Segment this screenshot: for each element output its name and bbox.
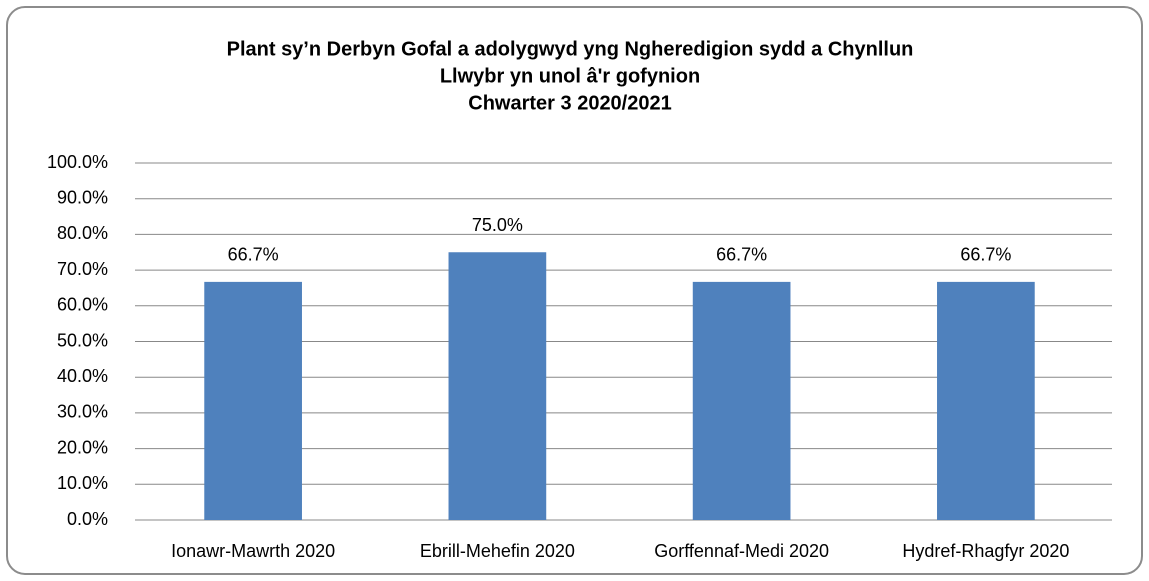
bar [692, 281, 791, 520]
x-tick-label: Ebrill-Mehefin 2020 [420, 541, 575, 561]
y-tick-label: 50.0% [57, 330, 108, 350]
y-tick-label: 0.0% [67, 509, 108, 529]
chart-title: Llwybr yn unol â'r gofynion [440, 65, 700, 87]
bar [204, 281, 302, 520]
x-tick-label: Gorffennaf-Medi 2020 [654, 541, 829, 561]
data-label: 66.7% [960, 245, 1011, 265]
x-tick-label: Hydref-Rhagfyr 2020 [902, 541, 1069, 561]
y-tick-label: 10.0% [57, 473, 108, 493]
y-tick-label: 90.0% [57, 187, 108, 207]
x-tick-label: Ionawr-Mawrth 2020 [171, 541, 335, 561]
y-tick-label: 20.0% [57, 437, 108, 457]
bar [937, 281, 1035, 520]
data-label: 66.7% [716, 245, 767, 265]
y-tick-label: 70.0% [57, 259, 108, 279]
data-label: 66.7% [228, 245, 279, 265]
y-tick-label: 60.0% [57, 295, 108, 315]
y-tick-label: 80.0% [57, 223, 108, 243]
chart-title: Chwarter 3 2020/2021 [468, 92, 671, 114]
y-tick-label: 100.0% [47, 152, 108, 172]
bar [448, 252, 547, 520]
data-label: 75.0% [472, 215, 523, 235]
chart-title: Plant sy’n Derbyn Gofal a adolygwyd yng … [227, 38, 914, 60]
y-tick-label: 30.0% [57, 402, 108, 422]
y-tick-label: 40.0% [57, 366, 108, 386]
